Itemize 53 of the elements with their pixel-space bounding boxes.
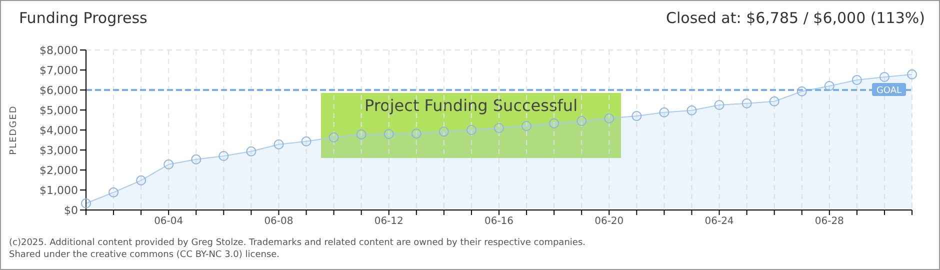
- point: [218, 151, 229, 161]
- point: [108, 187, 119, 198]
- point: [796, 86, 807, 96]
- point: [742, 98, 752, 108]
- point: [136, 175, 146, 186]
- text: (c)2025. Additional content provided by Greg Stolze. Trademarks and related content are owned by their respective companies.: [9, 237, 586, 249]
- x-tick-label: 06-28: [814, 216, 844, 228]
- chart-title: Funding Progress: [19, 9, 148, 27]
- success-banner: Project Funding Successful: [321, 93, 621, 158]
- point: [576, 116, 587, 126]
- point: [438, 126, 449, 137]
- point: [328, 132, 339, 142]
- y-tick-label: $1,000: [40, 184, 78, 197]
- point: [879, 72, 890, 82]
- y-tick-label: $8,000: [40, 44, 78, 57]
- y-tick-label: $6,000: [40, 84, 78, 97]
- point: [301, 136, 312, 146]
- point: [907, 69, 917, 80]
- point: [246, 146, 256, 156]
- y-tick-label: $4,000: [40, 124, 78, 137]
- point: [686, 105, 697, 116]
- y-tick-label: $5,000: [40, 104, 78, 117]
- point: [852, 75, 862, 85]
- text: Shared under the creative commons (CC BY-NC 3.0) license.: [9, 249, 281, 261]
- x-tick-label: 06-20: [594, 216, 624, 228]
- point: [191, 154, 202, 164]
- x-tick-label: 06-04: [154, 216, 184, 228]
- x-tick-label: 06-12: [374, 216, 404, 228]
- x-tick-label: 06-24: [704, 216, 734, 228]
- point: [604, 113, 614, 124]
- point: [769, 96, 780, 106]
- point: [164, 159, 174, 170]
- y-tick-label: $0: [64, 204, 78, 217]
- point: [494, 123, 504, 133]
- y-tick-label: $2,000: [40, 164, 78, 177]
- point: [714, 100, 724, 110]
- point: [659, 107, 670, 118]
- point: [411, 128, 422, 139]
- point: [522, 121, 532, 131]
- x-tick-label: 06-08: [264, 216, 294, 228]
- y-axis-title: PLEDGED: [9, 105, 20, 155]
- chart-subtitle: Closed at: $6,785 / $6,000 (113%): [666, 9, 925, 27]
- point: [632, 111, 642, 121]
- point: [384, 129, 394, 139]
- point: [466, 125, 476, 135]
- point: [549, 118, 560, 128]
- x-tick-label: 06-16: [484, 216, 514, 228]
- point: [824, 81, 834, 91]
- point: [274, 139, 284, 150]
- point: [356, 129, 366, 140]
- y-tick-label: $3,000: [40, 144, 78, 157]
- ref-line-label: GOAL: [876, 86, 902, 96]
- y-tick-label: $7,000: [40, 64, 78, 77]
